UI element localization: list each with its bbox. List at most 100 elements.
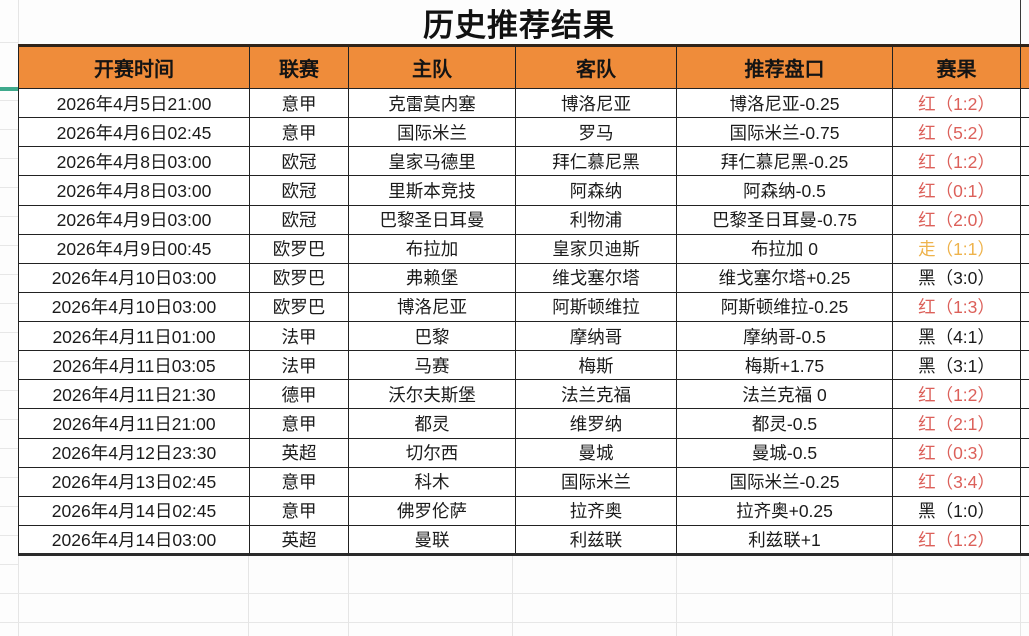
handicap-cell[interactable]: 摩纳哥-0.5 — [676, 320, 893, 352]
time-cell[interactable]: 2026年4月11日21:00 — [18, 408, 250, 439]
handicap-cell[interactable]: 国际米兰-0.75 — [676, 117, 893, 148]
away-cell[interactable]: 梅斯 — [515, 350, 677, 381]
handicap-cell[interactable]: 法兰克福 0 — [676, 379, 893, 410]
time-cell[interactable]: 2026年4月14日02:45 — [18, 495, 250, 526]
league-cell[interactable]: 意甲 — [249, 117, 349, 148]
away-cell[interactable]: 拜仁慕尼黑 — [515, 146, 677, 177]
home-cell[interactable]: 里斯本竞技 — [348, 175, 516, 206]
home-cell[interactable]: 巴黎 — [348, 320, 516, 352]
time-cell[interactable]: 2026年4月8日03:00 — [18, 175, 250, 206]
time-cell[interactable]: 2026年4月10日03:00 — [18, 291, 250, 323]
league-cell[interactable]: 法甲 — [249, 320, 349, 352]
result-cell[interactable]: 黑（4:1） — [892, 320, 1021, 352]
time-cell[interactable]: 2026年4月13日02:45 — [18, 466, 250, 497]
result-cell[interactable]: 黑（3:1） — [892, 350, 1021, 381]
home-cell[interactable]: 克雷莫内塞 — [348, 87, 516, 119]
time-cell[interactable]: 2026年4月11日03:05 — [18, 350, 250, 381]
home-cell[interactable]: 都灵 — [348, 408, 516, 439]
handicap-cell[interactable]: 巴黎圣日耳曼-0.75 — [676, 204, 893, 235]
home-cell[interactable]: 沃尔夫斯堡 — [348, 379, 516, 410]
home-cell[interactable]: 科木 — [348, 466, 516, 497]
handicap-cell[interactable]: 拉齐奥+0.25 — [676, 495, 893, 526]
league-cell[interactable]: 英超 — [249, 524, 349, 556]
home-cell[interactable]: 巴黎圣日耳曼 — [348, 204, 516, 235]
away-cell[interactable]: 利兹联 — [515, 524, 677, 556]
away-cell[interactable]: 罗马 — [515, 117, 677, 148]
league-cell[interactable]: 德甲 — [249, 379, 349, 410]
result-cell[interactable]: 红（1:2） — [892, 146, 1021, 177]
away-cell[interactable]: 摩纳哥 — [515, 320, 677, 352]
away-cell[interactable]: 国际米兰 — [515, 466, 677, 497]
league-cell[interactable]: 意甲 — [249, 466, 349, 497]
result-cell[interactable]: 红（1:2） — [892, 524, 1021, 556]
result-cell[interactable]: 红（0:3） — [892, 437, 1021, 468]
away-cell[interactable]: 曼城 — [515, 437, 677, 468]
result-cell[interactable]: 红（5:2） — [892, 117, 1021, 148]
handicap-cell[interactable]: 布拉加 0 — [676, 233, 893, 264]
league-cell[interactable]: 欧罗巴 — [249, 262, 349, 293]
home-cell[interactable]: 曼联 — [348, 524, 516, 556]
handicap-cell[interactable]: 阿森纳-0.5 — [676, 175, 893, 206]
league-cell[interactable]: 意甲 — [249, 408, 349, 439]
home-cell[interactable]: 博洛尼亚 — [348, 291, 516, 323]
away-cell[interactable]: 维罗纳 — [515, 408, 677, 439]
away-cell[interactable]: 利物浦 — [515, 204, 677, 235]
league-cell[interactable]: 法甲 — [249, 350, 349, 381]
home-cell[interactable]: 弗赖堡 — [348, 262, 516, 293]
away-cell[interactable]: 阿森纳 — [515, 175, 677, 206]
league-cell[interactable]: 欧冠 — [249, 146, 349, 177]
away-cell[interactable]: 拉齐奥 — [515, 495, 677, 526]
handicap-cell[interactable]: 国际米兰-0.25 — [676, 466, 893, 497]
result-cell[interactable]: 红（0:1） — [892, 175, 1021, 206]
home-cell[interactable]: 布拉加 — [348, 233, 516, 264]
handicap-cell[interactable]: 拜仁慕尼黑-0.25 — [676, 146, 893, 177]
away-cell[interactable]: 维戈塞尔塔 — [515, 262, 677, 293]
handicap-cell[interactable]: 梅斯+1.75 — [676, 350, 893, 381]
home-cell[interactable]: 皇家马德里 — [348, 146, 516, 177]
away-cell[interactable]: 阿斯顿维拉 — [515, 291, 677, 323]
home-cell[interactable]: 佛罗伦萨 — [348, 495, 516, 526]
time-cell[interactable]: 2026年4月8日03:00 — [18, 146, 250, 177]
header-result[interactable]: 赛果 — [892, 45, 1021, 89]
result-cell[interactable]: 红（1:2） — [892, 87, 1021, 119]
header-handicap[interactable]: 推荐盘口 — [676, 45, 893, 89]
league-cell[interactable]: 欧罗巴 — [249, 291, 349, 323]
result-cell[interactable]: 红（2:1） — [892, 408, 1021, 439]
away-cell[interactable]: 法兰克福 — [515, 379, 677, 410]
header-time[interactable]: 开赛时间 — [18, 45, 250, 89]
league-cell[interactable]: 意甲 — [249, 87, 349, 119]
league-cell[interactable]: 英超 — [249, 437, 349, 468]
handicap-cell[interactable]: 阿斯顿维拉-0.25 — [676, 291, 893, 323]
result-cell[interactable]: 红（1:2） — [892, 379, 1021, 410]
handicap-cell[interactable]: 博洛尼亚-0.25 — [676, 87, 893, 119]
time-cell[interactable]: 2026年4月6日02:45 — [18, 117, 250, 148]
league-cell[interactable]: 欧罗巴 — [249, 233, 349, 264]
home-cell[interactable]: 切尔西 — [348, 437, 516, 468]
time-cell[interactable]: 2026年4月5日21:00 — [18, 87, 250, 119]
handicap-cell[interactable]: 曼城-0.5 — [676, 437, 893, 468]
result-cell[interactable]: 红（2:0） — [892, 204, 1021, 235]
result-cell[interactable]: 走（1:1） — [892, 233, 1021, 264]
header-league[interactable]: 联赛 — [249, 45, 349, 89]
time-cell[interactable]: 2026年4月9日00:45 — [18, 233, 250, 264]
time-cell[interactable]: 2026年4月10日03:00 — [18, 262, 250, 293]
home-cell[interactable]: 马赛 — [348, 350, 516, 381]
time-cell[interactable]: 2026年4月14日03:00 — [18, 524, 250, 556]
result-cell[interactable]: 红（3:4） — [892, 466, 1021, 497]
result-cell[interactable]: 黑（1:0） — [892, 495, 1021, 526]
handicap-cell[interactable]: 都灵-0.5 — [676, 408, 893, 439]
away-cell[interactable]: 皇家贝迪斯 — [515, 233, 677, 264]
result-cell[interactable]: 红（1:3） — [892, 291, 1021, 323]
time-cell[interactable]: 2026年4月11日21:30 — [18, 379, 250, 410]
title-cell[interactable]: 历史推荐结果 — [18, 0, 1020, 44]
league-cell[interactable]: 欧冠 — [249, 204, 349, 235]
time-cell[interactable]: 2026年4月9日03:00 — [18, 204, 250, 235]
league-cell[interactable]: 意甲 — [249, 495, 349, 526]
home-cell[interactable]: 国际米兰 — [348, 117, 516, 148]
handicap-cell[interactable]: 维戈塞尔塔+0.25 — [676, 262, 893, 293]
time-cell[interactable]: 2026年4月12日23:30 — [18, 437, 250, 468]
away-cell[interactable]: 博洛尼亚 — [515, 87, 677, 119]
handicap-cell[interactable]: 利兹联+1 — [676, 524, 893, 556]
header-home[interactable]: 主队 — [348, 45, 516, 89]
header-away[interactable]: 客队 — [515, 45, 677, 89]
